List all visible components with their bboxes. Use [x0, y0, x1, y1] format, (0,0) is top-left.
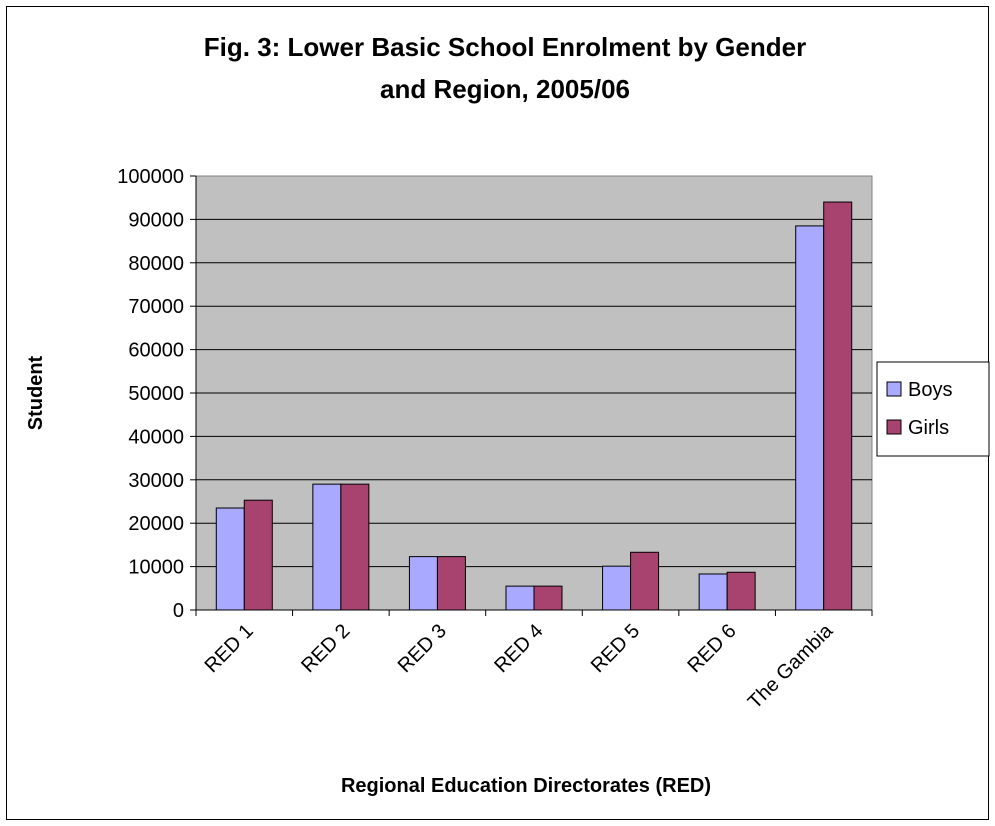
bar-boys-red-4 [505, 585, 535, 611]
y-tick-label: 30000 [128, 470, 184, 492]
chart-title-line-2: and Region, 2005/06 [380, 74, 630, 104]
gridlines [196, 218, 872, 568]
bar-girls-red-5 [630, 551, 660, 611]
y-tick-label: 40000 [128, 426, 184, 448]
legend-label-girls: Girls [908, 417, 949, 439]
bar-girls-red-1 [243, 499, 273, 611]
y-tick-label: 90000 [128, 209, 184, 231]
x-axis: RED 1 RED 2 RED 3 RED 4 RED 5 RED 6 The Gambia [195, 609, 873, 713]
x-tick-label: RED 5 [587, 620, 644, 677]
y-tick-label: 100000 [117, 166, 184, 188]
legend-swatch-girls [886, 419, 902, 435]
y-axis: 0 10000 20000 30000 40000 50000 60000 70000 8000… [117, 166, 197, 622]
x-tick-label: RED 6 [683, 620, 740, 677]
x-tick-label: RED 2 [297, 620, 354, 677]
bar-boys-red-2 [312, 483, 342, 611]
y-tick-label: 80000 [128, 253, 184, 275]
bar-boys-red-5 [602, 565, 632, 611]
bar-boys-red-3 [408, 556, 438, 611]
bar-girls-red-6 [726, 571, 756, 611]
legend-box [876, 361, 990, 457]
y-tick-label: 20000 [128, 513, 184, 535]
x-tick-label: RED 4 [490, 620, 547, 677]
bar-girls-the-gambia [823, 201, 853, 611]
x-tick-label: RED 1 [201, 620, 258, 677]
x-axis-title: Regional Education Directorates (RED) [341, 775, 711, 797]
x-tick-label: The Gambia [744, 619, 838, 713]
bar-boys-red-1 [215, 507, 245, 611]
legend-label-boys: Boys [908, 379, 952, 401]
bar-girls-red-3 [436, 556, 466, 611]
x-tick-label: RED 3 [394, 620, 451, 677]
bar-boys-the-gambia [795, 225, 825, 611]
bars [215, 201, 853, 611]
y-tick-label: 50000 [128, 383, 184, 405]
y-tick-label: 0 [173, 600, 184, 622]
y-axis-title: Student [25, 355, 47, 430]
y-tick-label: 10000 [128, 557, 184, 579]
legend: Boys Girls [876, 361, 990, 457]
chart-title-line-1: Fig. 3: Lower Basic School Enrolment by … [204, 32, 806, 62]
bar-girls-red-4 [533, 585, 563, 611]
y-tick-label: 70000 [128, 296, 184, 318]
y-tick-label: 60000 [128, 340, 184, 362]
legend-swatch-boys [886, 381, 902, 397]
bar-boys-red-6 [698, 573, 728, 611]
bar-girls-red-2 [340, 483, 370, 611]
